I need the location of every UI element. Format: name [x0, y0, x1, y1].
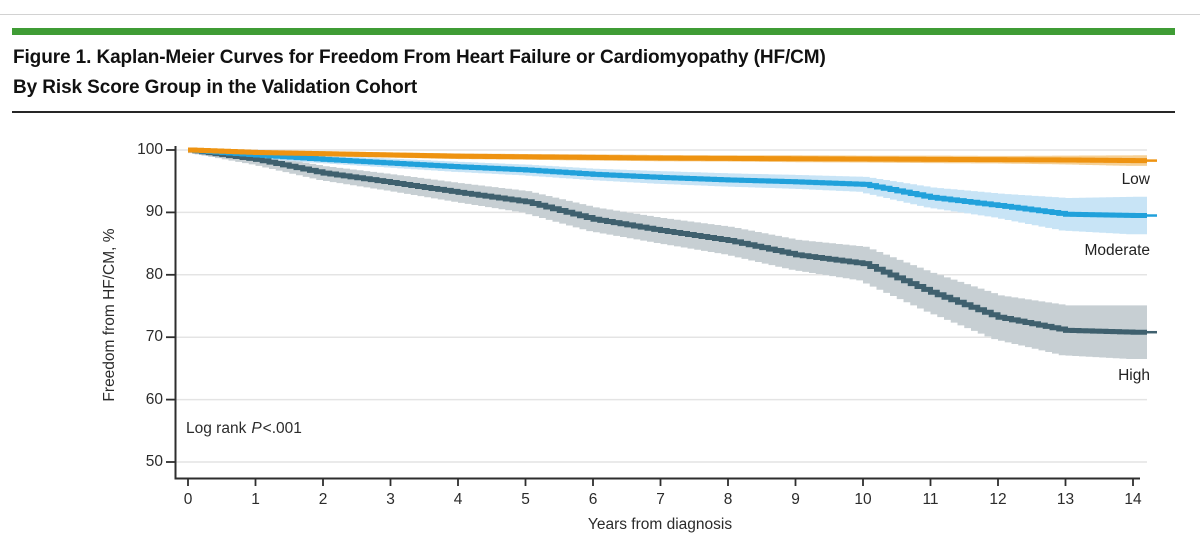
x-tick-label-1: 1 [251, 491, 260, 508]
x-tick-label-8: 8 [723, 491, 733, 508]
x-tick-label-13: 13 [1056, 491, 1075, 508]
series-label-moderate: Moderate [1084, 242, 1150, 259]
y-axis-title: Freedom from HF/CM, % [101, 228, 118, 402]
x-tick-label-9: 9 [791, 491, 800, 508]
curve-moderate [188, 147, 1147, 219]
accent-bar [12, 28, 1175, 35]
y-tick-label-60: 60 [145, 390, 163, 408]
top-hairline [0, 14, 1200, 15]
y-tick-label-50: 50 [145, 453, 163, 470]
x-tick-label-11: 11 [922, 491, 939, 508]
x-tick-label-10: 10 [854, 491, 872, 508]
y-tick-label-90: 90 [145, 203, 163, 221]
series-label-high: High [1118, 367, 1150, 384]
x-tick-label-3: 3 [386, 491, 395, 508]
x-tick-label-6: 6 [588, 491, 598, 508]
figure-title-line2: By Risk Score Group in the Validation Co… [13, 77, 418, 98]
x-tick-label-12: 12 [989, 491, 1007, 508]
x-tick-label-5: 5 [521, 491, 530, 508]
log-rank-p: P [251, 420, 262, 437]
log-rank-prefix: Log rank [186, 420, 247, 437]
x-tick-label-4: 4 [453, 491, 463, 508]
x-axis-title: Years from diagnosis [587, 516, 733, 533]
ci-band-high [188, 148, 1147, 360]
x-tick-label-0: 0 [183, 491, 193, 508]
curve-high [188, 147, 1147, 335]
series-label-low: Low [1121, 171, 1150, 188]
x-tick-label-2: 2 [318, 491, 328, 508]
log-rank-annotation: Log rank P<.001 [186, 420, 302, 438]
log-rank-value: <.001 [262, 420, 302, 437]
x-tick-label-14: 14 [1124, 491, 1142, 508]
figure-title-line1: Figure 1. Kaplan-Meier Curves for Freedo… [13, 47, 826, 68]
ci-band-moderate [188, 148, 1147, 235]
y-tick-label-70: 70 [145, 328, 163, 346]
x-tick-label-7: 7 [656, 491, 665, 508]
title-rule [12, 111, 1175, 113]
y-tick-label-80: 80 [145, 265, 163, 283]
y-tick-label-100: 100 [137, 141, 163, 158]
curve-low [188, 147, 1147, 164]
